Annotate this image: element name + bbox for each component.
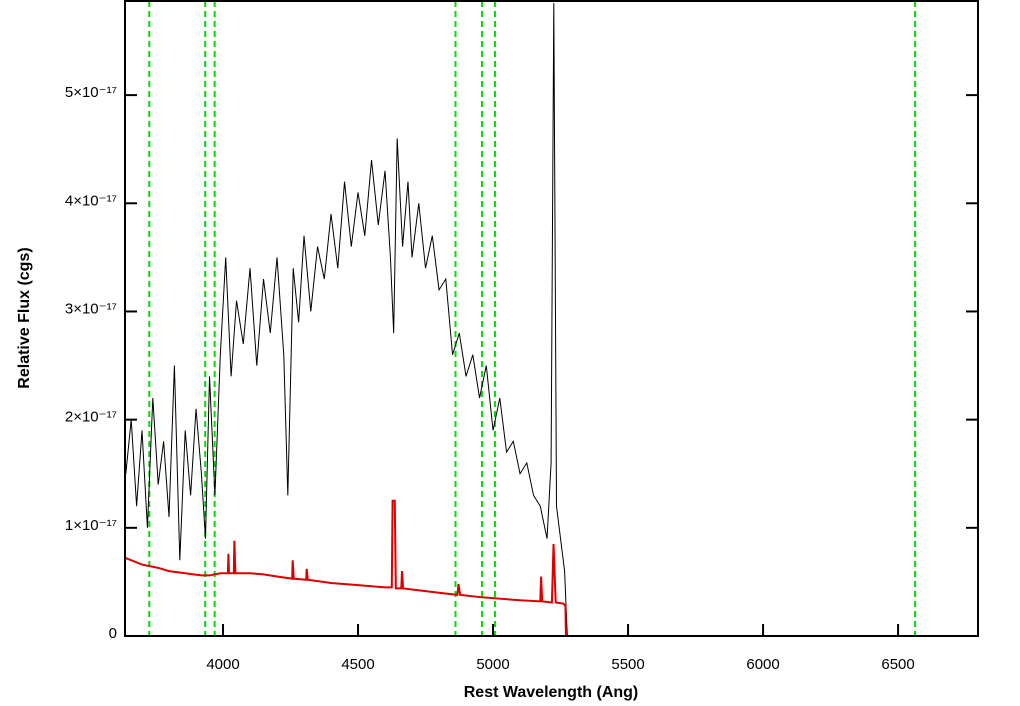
x-axis-title: Rest Wavelength (Ang) [464,684,639,701]
x-tick-label: 6500 [881,656,914,673]
y-tick-label: 0 [109,625,117,642]
x-tick-label: 5000 [476,656,509,673]
x-tick-label: 4500 [341,656,374,673]
plot-frame [124,0,979,637]
x-tick-label: 6000 [746,656,779,673]
x-tick-label: 4000 [206,656,239,673]
y-axis-title: Relative Flux (cgs) [16,247,33,388]
y-tick-label: 1×10⁻¹⁷ [65,517,117,534]
spectrum-line [125,3,978,637]
y-tick-label: 4×10⁻¹⁷ [65,192,117,209]
y-tick-label: 2×10⁻¹⁷ [65,409,117,426]
spectrum-line [125,499,978,637]
y-tick-label: 3×10⁻¹⁷ [65,300,117,317]
x-tick-label: 5500 [611,656,644,673]
y-tick-label: 5×10⁻¹⁷ [65,84,117,101]
